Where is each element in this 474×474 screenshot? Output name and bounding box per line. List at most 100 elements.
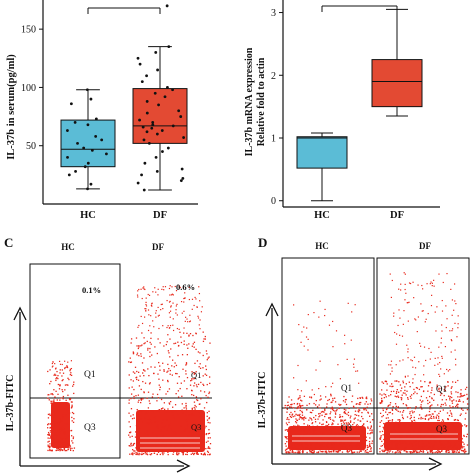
panel-c-hc-event	[72, 385, 74, 387]
panel-c-hc-event	[60, 448, 62, 450]
panel-a-df-point	[181, 176, 185, 180]
panel-d-df-event	[418, 361, 420, 363]
panel-d-hc-event	[359, 445, 361, 448]
panel-c-df-event	[171, 293, 174, 295]
panel-d-df-event	[432, 434, 434, 436]
panel-c-hc-event	[49, 443, 51, 445]
panel-c-df-event	[155, 410, 158, 412]
panel-d-df-event	[436, 306, 438, 308]
panel-c-hc-event	[47, 423, 50, 425]
panel-d-hc-event	[310, 411, 313, 414]
panel-d-df-event	[391, 385, 393, 388]
panel-d-df-event	[420, 416, 422, 419]
panel-c-df-event	[166, 418, 168, 421]
panel-c-df-event	[128, 387, 130, 389]
panel-d-df-event	[408, 430, 411, 433]
panel-c-hc-event	[72, 412, 75, 415]
panel-d-df-event	[406, 397, 409, 399]
panel-d-df-event	[412, 281, 414, 283]
panel-c-df-event	[194, 408, 196, 410]
panel-c-df-event	[135, 395, 137, 397]
panel-c-df-event	[155, 291, 157, 293]
panel-d-hc-event	[316, 451, 318, 454]
panel-d-df-event	[437, 432, 439, 434]
panel-c-df-event	[206, 353, 208, 355]
panel-d-hc-event	[301, 410, 303, 413]
panel-d-hc-event	[293, 377, 295, 379]
panel-d-df-event	[384, 432, 387, 434]
panel-d-hc-event	[305, 431, 308, 434]
panel-d-df-event	[404, 389, 406, 392]
panel-d-hc-event	[307, 427, 310, 429]
panel-d-hc-event	[289, 439, 291, 441]
panel-c-df-event	[194, 445, 197, 447]
panel-d-hc-event	[309, 433, 311, 435]
panel-d-hc-event	[306, 433, 309, 435]
panel-d-hc-event	[315, 432, 317, 435]
panel-c-df-event	[136, 452, 138, 454]
panel-d-hc-event	[354, 304, 356, 306]
panel-d-df-event	[463, 434, 465, 437]
panel-d-hc-event	[284, 449, 287, 451]
panel-d-hc-event	[341, 445, 343, 447]
panel-d-hc-event	[359, 402, 361, 404]
panel-d-df-event	[439, 451, 441, 453]
panel-a-hc-point	[74, 169, 77, 173]
panel-c-df-event	[142, 380, 144, 383]
panel-d-df-event	[417, 451, 419, 454]
panel-d-hc-event	[332, 346, 334, 348]
panel-c-df-event	[131, 417, 134, 420]
panel-d-hc-event	[371, 442, 373, 445]
panel-c-df-event	[202, 444, 204, 447]
panel-d-df-event	[403, 450, 405, 452]
panel-d-hc-event	[365, 439, 368, 442]
panel-c-df-event	[197, 317, 200, 319]
panel-d-df-event	[460, 395, 462, 398]
panel-d-hc-event	[357, 425, 360, 427]
panel-d-df-event	[402, 432, 404, 434]
panel-c-hc-event	[48, 445, 51, 447]
panel-d-df-event	[454, 448, 457, 451]
panel-d-df-event	[446, 412, 449, 414]
panel-c-hc-event	[51, 408, 54, 410]
panel-c-df-event	[147, 419, 149, 421]
panel-d-df-event	[402, 323, 404, 325]
panel-d-hc-event	[329, 451, 331, 453]
panel-c-df-event	[137, 379, 140, 381]
panel-d-df-event	[429, 405, 431, 408]
panel-d-df-event	[439, 361, 441, 364]
panel-a-df-point	[177, 109, 181, 113]
panel-c-df-event	[171, 374, 173, 376]
panel-d-df-event	[449, 441, 452, 444]
panel-d-df-event	[415, 319, 417, 321]
panel-d-hc-event	[325, 424, 327, 427]
panel-d-hc-event	[341, 415, 344, 418]
panel-c-df-event	[193, 452, 196, 455]
panel-d-df-event	[427, 419, 430, 421]
panel-c-df-event	[136, 408, 138, 411]
panel-c-df-event	[168, 442, 171, 445]
panel-c-df-event	[150, 366, 152, 368]
panel-d-hc-event	[359, 420, 362, 422]
panel-d-df-event	[430, 304, 433, 307]
panel-d-df-event	[404, 376, 407, 378]
panel-d-hc-event	[297, 424, 299, 426]
panel-d-df-event	[394, 451, 396, 454]
panel-d-hc-event	[352, 405, 355, 407]
panel-c-hc-event	[48, 447, 51, 449]
panel-d-ylabel: IL-37b-FITC	[257, 372, 268, 429]
panel-c-df-event	[138, 452, 140, 454]
panel-c-df-event	[186, 344, 188, 346]
panel-c-df-event	[206, 401, 208, 404]
panel-d-hc-event	[340, 420, 342, 422]
panel-c-hc-event	[68, 412, 71, 414]
panel-c-df-event	[160, 429, 162, 431]
panel-c-df-event	[137, 422, 139, 425]
panel-d-hc-event	[302, 449, 304, 451]
panel-c-hc-event	[62, 442, 64, 445]
panel-d-df-event	[450, 393, 453, 395]
panel-c-hc-event	[49, 449, 51, 452]
panel-d-df-event	[423, 448, 425, 450]
panel-d-df-event	[444, 402, 446, 404]
panel-d-df-event	[398, 419, 400, 421]
